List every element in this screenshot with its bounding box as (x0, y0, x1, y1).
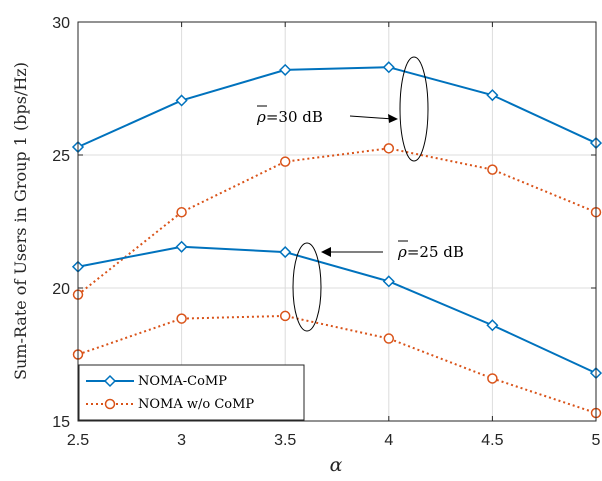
series-3-point-2 (279, 310, 291, 322)
annotation-text-25db: ρ=25 dB (397, 243, 464, 261)
annotation-text-30db: ρ=30 dB (256, 108, 323, 126)
legend: NOMA-CoMP NOMA w/o CoMP (78, 364, 305, 421)
series-line-1 (77, 147, 597, 296)
series-0-point-4 (486, 89, 499, 102)
series-2-point-3 (382, 275, 395, 288)
x-axis-label: α (330, 454, 343, 476)
series-2-point-4 (486, 319, 499, 332)
series-1-point-1 (176, 206, 187, 218)
y-tick-label: 15 (52, 414, 70, 431)
annotation-arrowhead-25db (321, 247, 331, 257)
series-1-point-4 (487, 164, 498, 175)
legend-marker-noma-comp (103, 374, 117, 388)
annotation-arrow-30db (349, 115, 394, 120)
annotation-rho-25db: ρ (397, 243, 407, 261)
annotation-label-25db: =25 dB (407, 243, 464, 261)
y-tick-label: 20 (52, 281, 70, 298)
annotation-rho-30db: ρ (256, 108, 266, 126)
series-2-point-2 (279, 246, 292, 259)
y-tick-label: 25 (52, 148, 70, 165)
ticks: 2.5 3 3.5 4 4.5 5 15 20 25 30 (52, 15, 600, 449)
series-1-point-3 (383, 143, 395, 154)
series-line-2 (77, 245, 597, 375)
legend-marker-noma-wo-comp (104, 398, 116, 410)
series-line-3 (77, 314, 597, 414)
annotation-ellipse-30db (399, 56, 429, 162)
x-tick-label: 4.5 (481, 432, 503, 449)
series-2-point-1 (175, 240, 188, 253)
legend-label-noma-comp: NOMA-CoMP (138, 374, 227, 389)
x-tick-label: 3.5 (274, 432, 296, 449)
annotation-arrowhead-30db (388, 114, 398, 123)
legend-label-noma-wo-comp: NOMA w/o CoMP (138, 397, 254, 412)
legend-box (78, 364, 305, 421)
annotation-25db: ρ=25 dB (292, 240, 464, 332)
series-line-0 (77, 66, 597, 148)
series-0-point-1 (175, 94, 188, 107)
series-3-point-3 (383, 333, 395, 344)
series-1-point-2 (279, 156, 291, 167)
x-tick-label: 3 (177, 432, 186, 449)
plot-frame (77, 21, 597, 422)
plot-background (78, 22, 596, 421)
series-0-point-3 (382, 61, 395, 74)
series-0-point-2 (279, 63, 292, 76)
y-tick-label: 30 (52, 15, 70, 32)
y-axis-label: Sum-Rate of Users in Group 1 (bps/Hz) (11, 62, 30, 380)
x-tick-label: 2.5 (67, 432, 89, 449)
annotation-ellipse-25db (292, 242, 322, 332)
series-3-point-4 (487, 373, 498, 384)
series-3-point-1 (176, 313, 187, 324)
x-tick-label: 4 (384, 432, 393, 449)
annotation-label-30db: =30 dB (266, 108, 323, 126)
annotation-30db: ρ=30 dB (256, 56, 429, 162)
x-tick-label: 5 (592, 432, 601, 449)
